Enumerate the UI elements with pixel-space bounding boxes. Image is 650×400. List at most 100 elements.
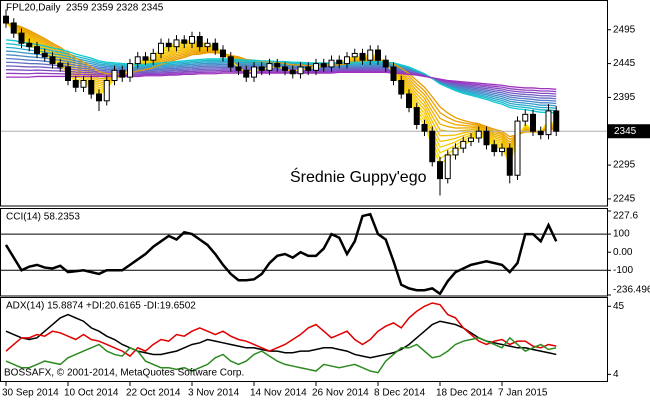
- candle-body: [444, 154, 451, 180]
- candle-body: [320, 63, 327, 68]
- candle-body: [57, 63, 64, 68]
- price-panel: [1, 9, 607, 196]
- y-tick-label: 100: [613, 229, 630, 240]
- candle-body: [537, 130, 544, 136]
- price-title: FPL20,Daily 2359 2359 2328 2345: [6, 3, 164, 14]
- candle-body: [181, 39, 188, 44]
- candle-body: [235, 66, 242, 71]
- y-tick-label: 2495: [613, 24, 636, 35]
- candle-body: [212, 42, 219, 51]
- ribbon-line: [5, 50, 557, 107]
- cci-frame: [0, 208, 608, 297]
- candle-body: [243, 69, 250, 78]
- candle-body: [18, 32, 25, 44]
- candle-body: [398, 79, 405, 95]
- candle-body: [134, 56, 141, 65]
- adx-title: ADX(14) 15.8874 +DI:20.6165 -DI:19.6502: [6, 301, 196, 312]
- candle-body: [72, 79, 79, 88]
- candle-body: [522, 113, 529, 122]
- candle-body: [41, 52, 48, 58]
- x-tick-label: 10 Oct 2014: [64, 388, 119, 399]
- cci-panel: [1, 212, 607, 295]
- y-tick-label: -236.496: [613, 285, 650, 296]
- x-tick-label: 7 Jan 2015: [498, 388, 548, 399]
- y-tick-label: 2395: [613, 92, 636, 103]
- candle-body: [220, 49, 226, 58]
- candle-body: [173, 39, 180, 48]
- candle-body: [34, 46, 40, 54]
- candle-body: [313, 63, 319, 71]
- candle-body: [65, 66, 71, 81]
- x-tick-label: 22 Oct 2014: [126, 388, 181, 399]
- candle-body: [189, 36, 195, 44]
- candle-body: [289, 69, 296, 75]
- candle-body: [266, 63, 273, 71]
- y-tick-label: 4: [613, 369, 619, 380]
- ribbon-line: [5, 46, 557, 109]
- candle-body: [475, 130, 482, 139]
- candle-body: [514, 120, 521, 176]
- ribbon-line: [5, 57, 557, 102]
- candle-body: [483, 130, 490, 146]
- candle-body: [305, 66, 312, 71]
- candle-body: [382, 59, 389, 68]
- candle-body: [437, 161, 443, 180]
- series-line: [4, 212, 558, 295]
- candle-body: [227, 56, 234, 68]
- series-line: [6, 71, 557, 90]
- adx-panel: [5, 302, 557, 374]
- candle-body: [80, 79, 87, 88]
- candle-body: [506, 147, 513, 176]
- candle-body: [375, 49, 381, 61]
- candle-body: [204, 42, 211, 48]
- x-tick-label: 18 Dec 2014: [436, 388, 493, 399]
- candle-body: [328, 59, 335, 68]
- candle-body: [165, 42, 172, 48]
- candle-body: [336, 59, 343, 65]
- candle-body: [491, 144, 498, 153]
- candle-body: [468, 137, 474, 142]
- y-tick-label: 0.00: [613, 247, 633, 258]
- cci-title: CCI(14) 58.2353: [6, 212, 80, 223]
- price-tag-label: 2345: [614, 126, 637, 137]
- adx-frame: [0, 297, 608, 382]
- annotation: Średnie Guppy'ego: [290, 167, 427, 186]
- candle-body: [119, 69, 126, 78]
- candle-body: [429, 130, 436, 163]
- candle-body: [452, 147, 459, 156]
- candle-body: [367, 49, 374, 61]
- x-tick-label: 3 Nov 2014: [188, 388, 240, 399]
- candle-body: [196, 36, 203, 48]
- candle-body: [499, 147, 505, 153]
- ribbon-line: [5, 69, 557, 95]
- candle-body: [10, 22, 17, 34]
- candle-body: [297, 66, 304, 75]
- series-line: [5, 22, 557, 138]
- y-tick-label: 2295: [613, 160, 636, 171]
- candle-body: [258, 66, 265, 71]
- candle-body: [103, 79, 110, 102]
- footer: BOSSAFX, © 2001-2014, MetaQuotes Softwar…: [4, 368, 244, 379]
- x-tick-label: 8 Dec 2014: [374, 388, 426, 399]
- candle-body: [406, 93, 412, 109]
- y-tick-label: 2245: [613, 194, 636, 205]
- series-line: [5, 336, 557, 374]
- candle-body: [545, 110, 552, 136]
- candle-body: [111, 69, 118, 81]
- ribbon-line: [5, 70, 557, 93]
- candle-body: [127, 63, 133, 78]
- candle-body: [460, 140, 467, 149]
- candle-body: [150, 52, 157, 61]
- candle-body: [251, 66, 257, 78]
- series-line: [5, 39, 557, 114]
- price-tag: [608, 124, 650, 139]
- candle-body: [359, 52, 366, 61]
- candle-body: [88, 79, 95, 95]
- candle-body: [96, 93, 102, 102]
- x-tick-label: 30 Sep 2014: [2, 388, 59, 399]
- candle-body: [553, 110, 560, 132]
- candle-body: [351, 52, 358, 58]
- x-tick-label: 14 Nov 2014: [250, 388, 307, 399]
- candle-body: [142, 56, 149, 61]
